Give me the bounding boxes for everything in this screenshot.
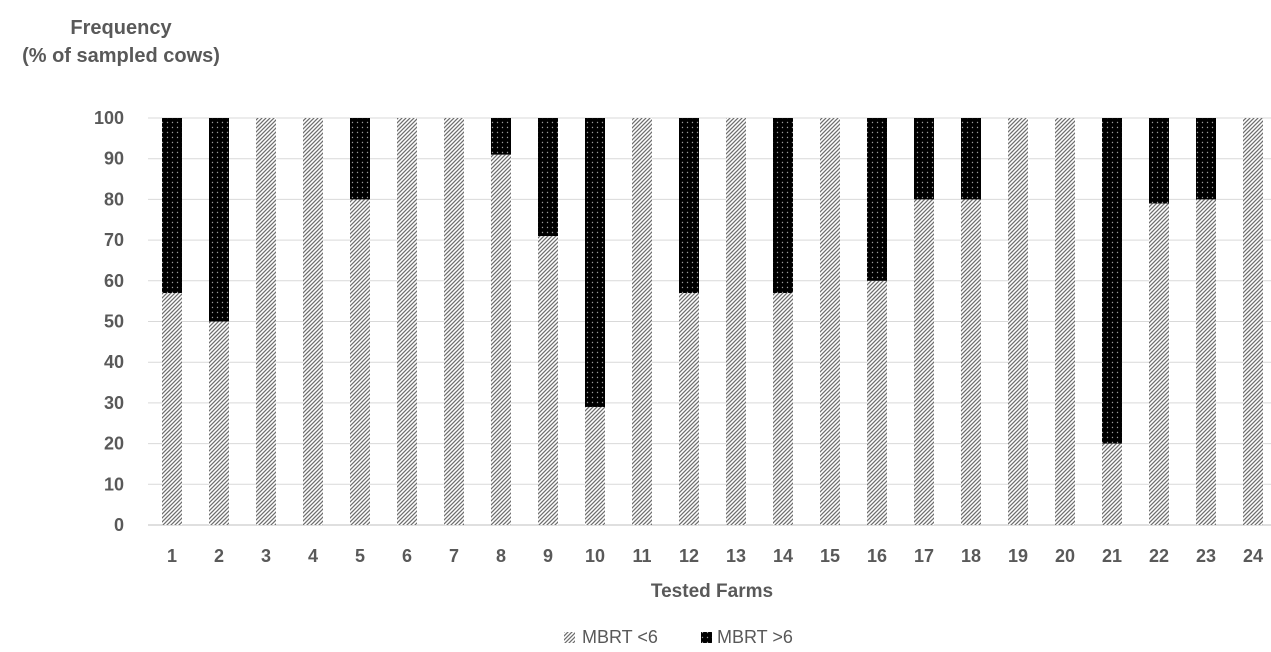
y-tick-label: 80 — [104, 189, 124, 209]
y-tick-label: 100 — [94, 108, 124, 128]
x-tick-label: 11 — [632, 546, 651, 566]
x-tick-label: 19 — [1008, 546, 1028, 566]
bar-segment-mbrt-lt-6 — [444, 118, 464, 525]
x-tick-label: 23 — [1196, 546, 1216, 566]
y-axis-title-line-2: (% of sampled cows) — [22, 45, 220, 67]
legend-swatch-mbrt-lt-6 — [564, 632, 575, 643]
x-tick-label: 15 — [820, 546, 840, 566]
legend: MBRT <6 MBRT >6 — [564, 627, 793, 647]
legend-label-mbrt-gt-6: MBRT >6 — [717, 627, 793, 647]
gridlines — [148, 117, 1271, 526]
bar-segment-mbrt-lt-6 — [162, 293, 182, 525]
bar-segment-mbrt-gt-6 — [773, 118, 793, 294]
bar-segment-mbrt-lt-6 — [303, 118, 323, 525]
bar-segment-mbrt-lt-6 — [1008, 118, 1028, 525]
x-tick-label: 22 — [1149, 546, 1169, 566]
bar-segment-mbrt-gt-6 — [162, 118, 182, 294]
y-tick-label: 10 — [104, 474, 124, 494]
bar-segment-mbrt-lt-6 — [820, 118, 840, 525]
bar-segment-mbrt-lt-6 — [585, 406, 605, 525]
bar-segment-mbrt-gt-6 — [538, 118, 558, 237]
x-tick-label: 12 — [679, 546, 699, 566]
y-tick-label: 30 — [104, 393, 124, 413]
bar-segment-mbrt-gt-6 — [1196, 118, 1216, 200]
bar-segment-mbrt-lt-6 — [350, 199, 370, 525]
bar-segment-mbrt-lt-6 — [538, 236, 558, 525]
y-tick-label: 90 — [104, 149, 124, 169]
x-tick-label: 6 — [402, 546, 412, 566]
x-axis-title: Tested Farms — [651, 581, 773, 602]
bar-segment-mbrt-lt-6 — [397, 118, 417, 525]
y-axis-ticks: 0 10 20 30 40 50 60 70 80 90 100 — [94, 108, 124, 535]
bar-segment-mbrt-lt-6 — [209, 321, 229, 525]
x-tick-label: 14 — [773, 546, 793, 566]
bar-segment-mbrt-gt-6 — [1102, 118, 1122, 444]
x-tick-label: 8 — [496, 546, 506, 566]
bar-segment-mbrt-gt-6 — [914, 118, 934, 200]
bar-segment-mbrt-lt-6 — [491, 154, 511, 525]
y-tick-label: 50 — [104, 312, 124, 332]
bar-segment-mbrt-gt-6 — [491, 118, 511, 155]
y-tick-label: 20 — [104, 434, 124, 454]
bar-segment-mbrt-lt-6 — [867, 280, 887, 525]
bar-segment-mbrt-gt-6 — [961, 118, 981, 200]
x-tick-label: 7 — [449, 546, 459, 566]
bar-segment-mbrt-gt-6 — [585, 118, 605, 407]
bar-segment-mbrt-lt-6 — [1196, 199, 1216, 525]
y-axis-title-line-1: Frequency — [70, 17, 172, 39]
bar-segment-mbrt-gt-6 — [867, 118, 887, 281]
bar-segment-mbrt-lt-6 — [726, 118, 746, 525]
bar-segment-mbrt-lt-6 — [1149, 203, 1169, 525]
legend-swatch-mbrt-gt-6 — [701, 632, 712, 643]
y-tick-label: 60 — [104, 271, 124, 291]
bar-segment-mbrt-gt-6 — [679, 118, 699, 294]
bar-segment-mbrt-lt-6 — [679, 293, 699, 525]
bar-segment-mbrt-lt-6 — [1243, 118, 1263, 525]
bar-segment-mbrt-lt-6 — [1102, 443, 1122, 525]
x-tick-label: 20 — [1055, 546, 1075, 566]
x-tick-label: 17 — [914, 546, 934, 566]
x-tick-label: 16 — [867, 546, 887, 566]
bar-segment-mbrt-lt-6 — [914, 199, 934, 525]
x-tick-label: 21 — [1102, 546, 1122, 566]
bar-segment-mbrt-lt-6 — [1055, 118, 1075, 525]
x-tick-label: 18 — [961, 546, 981, 566]
y-tick-label: 70 — [104, 230, 124, 250]
bar-segment-mbrt-gt-6 — [209, 118, 229, 322]
bar-segment-mbrt-gt-6 — [1149, 118, 1169, 204]
x-tick-label: 9 — [543, 546, 553, 566]
x-tick-label: 24 — [1243, 546, 1263, 566]
bar-segment-mbrt-lt-6 — [256, 118, 276, 525]
y-tick-label: 40 — [104, 352, 124, 372]
x-axis-ticks: 1 2 3 4 5 6 7 8 9 10 11 12 13 14 15 16 17 18 19 20 21 22 23 24 — [167, 546, 1263, 566]
bar-segment-mbrt-gt-6 — [350, 118, 370, 200]
bar-segment-mbrt-lt-6 — [632, 118, 652, 525]
legend-label-mbrt-lt-6: MBRT <6 — [582, 627, 658, 647]
x-tick-label: 1 — [167, 546, 177, 566]
x-tick-label: 13 — [726, 546, 746, 566]
bar-segment-mbrt-lt-6 — [773, 293, 793, 525]
x-tick-label: 10 — [585, 546, 605, 566]
x-tick-label: 3 — [261, 546, 271, 566]
x-tick-label: 4 — [308, 546, 318, 566]
bars — [162, 118, 1263, 525]
bar-segment-mbrt-lt-6 — [961, 199, 981, 525]
x-tick-label: 5 — [355, 546, 365, 566]
x-tick-label: 2 — [214, 546, 224, 566]
y-tick-label: 0 — [114, 515, 124, 535]
